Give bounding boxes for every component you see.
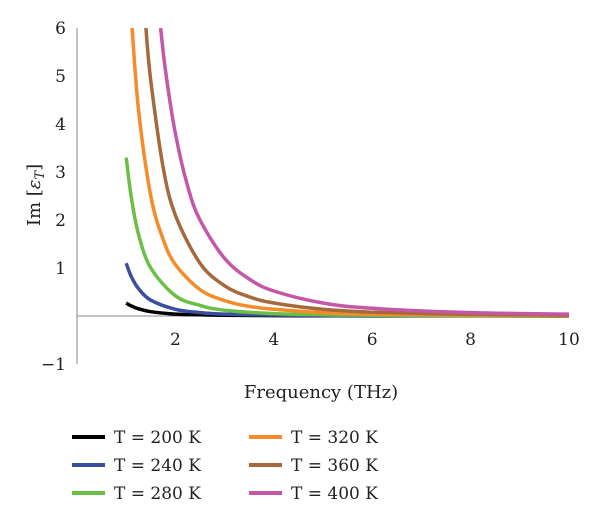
x-tick-label: 2 — [170, 330, 181, 350]
x-axis-label: Frequency (THz) — [244, 382, 398, 403]
x-tick-label: 4 — [268, 330, 279, 350]
tick-labels: 2 4 6 8 10 −1 1 2 3 4 5 6 — [41, 19, 580, 375]
legend-label: T = 280 K — [114, 484, 201, 504]
legend-item: T = 400 K — [249, 484, 378, 504]
series-line-6 — [158, 28, 569, 316]
y-tick-label: −1 — [41, 355, 66, 375]
legend-item: T = 240 K — [72, 456, 201, 476]
y-tick-label: 1 — [55, 259, 66, 279]
y-tick-label: 6 — [55, 19, 66, 39]
y-tick-label: 4 — [55, 115, 66, 135]
x-tick-label: 8 — [465, 330, 476, 350]
y-tick-label: 3 — [55, 163, 66, 183]
legend-item: T = 200 K — [72, 428, 201, 448]
series-line-5 — [144, 28, 569, 317]
x-tick-label: 10 — [558, 330, 580, 350]
series-line-4 — [130, 28, 569, 318]
series-line-3 — [124, 157, 569, 318]
series-layer — [124, 28, 569, 318]
legend: T = 200 K T = 240 K T = 280 K T = 320 K T = … — [72, 428, 378, 504]
y-axis-label: Im [εT] — [24, 164, 48, 226]
legend-label: T = 200 K — [114, 428, 201, 448]
legend-label: T = 400 K — [291, 484, 378, 504]
x-tick-label: 6 — [367, 330, 378, 350]
legend-item: T = 280 K — [72, 484, 201, 504]
y-tick-label: 2 — [55, 211, 66, 231]
legend-label: T = 320 K — [291, 428, 378, 448]
legend-item: T = 320 K — [249, 428, 378, 448]
legend-item: T = 360 K — [249, 456, 378, 476]
legend-label: T = 240 K — [114, 456, 201, 476]
legend-label: T = 360 K — [291, 456, 378, 476]
y-tick-label: 5 — [55, 67, 66, 87]
